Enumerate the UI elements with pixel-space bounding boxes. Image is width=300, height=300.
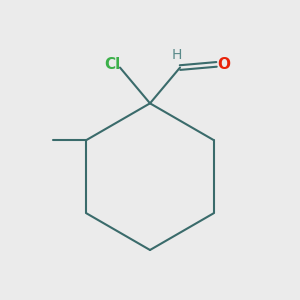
- Text: Cl: Cl: [104, 57, 121, 72]
- Text: H: H: [172, 48, 182, 62]
- Text: O: O: [218, 57, 230, 72]
